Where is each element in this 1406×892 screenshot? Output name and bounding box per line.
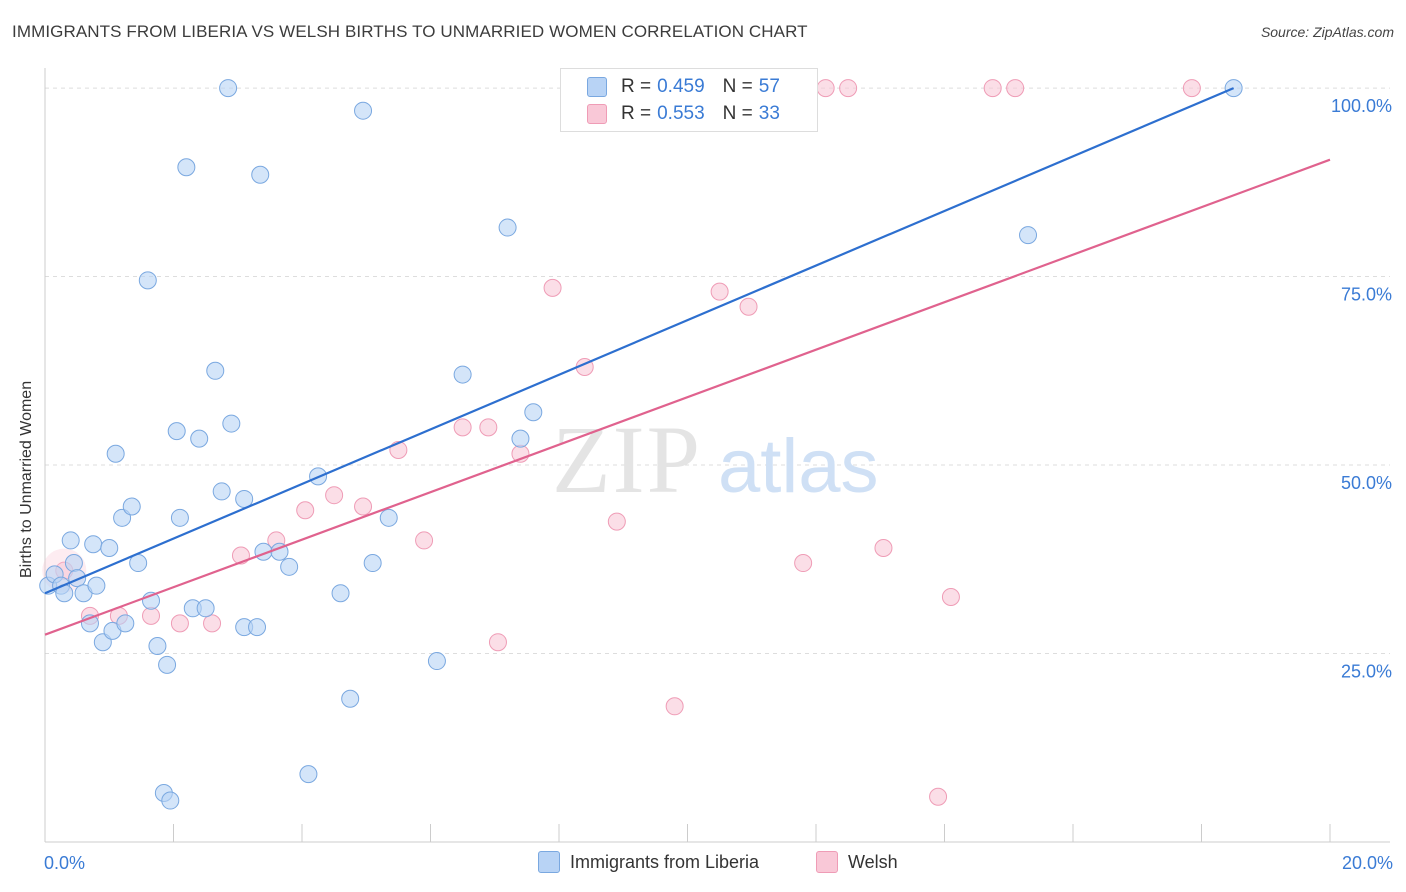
legend-label-liberia: Immigrants from Liberia: [570, 851, 760, 872]
liberia-point: [138, 271, 157, 290]
y-tick-label: 100.0%: [1331, 96, 1392, 116]
liberia-point: [122, 497, 141, 516]
correlation-legend: R = 0.459 N = 57 R = 0.553 N = 33: [560, 68, 818, 132]
liberia-point: [251, 165, 270, 184]
watermark-zip: ZIP: [552, 406, 702, 513]
welsh-point: [203, 614, 222, 633]
welsh-point: [607, 512, 626, 531]
liberia-point: [222, 414, 241, 433]
welsh-point: [941, 587, 960, 606]
legend-swatch-welsh: [816, 851, 838, 873]
welsh-point: [170, 614, 189, 633]
liberia-point: [511, 429, 530, 448]
welsh-point: [142, 606, 161, 625]
liberia-point: [363, 554, 382, 573]
welsh-point: [874, 538, 893, 557]
legend-r-label: R =: [621, 76, 652, 97]
grid-layer: [45, 87, 1390, 655]
x-tick-label: 0.0%: [44, 853, 85, 873]
trend-layer: [44, 87, 1331, 636]
liberia-point: [167, 422, 186, 441]
x-tick-label: 20.0%: [1342, 853, 1393, 873]
axis-layer: [44, 68, 1390, 843]
legend-item-liberia[interactable]: Immigrants from Liberia: [538, 851, 759, 873]
welsh-point: [479, 418, 498, 437]
series-legend: Immigrants from Liberia Welsh: [0, 851, 1406, 877]
legend-n-value-liberia: 57: [758, 76, 780, 97]
tick-label-layer: 25.0% 50.0% 75.0% 100.0% 0.0% 20.0%: [44, 96, 1393, 873]
liberia-point: [177, 158, 196, 177]
liberia-point: [148, 636, 167, 655]
liberia-point: [170, 508, 189, 527]
legend-r-label: R =: [621, 103, 652, 124]
welsh-point: [1006, 79, 1025, 98]
welsh-point: [325, 486, 344, 505]
y-tick-label: 75.0%: [1341, 285, 1392, 305]
liberia-point: [206, 361, 225, 380]
welsh-point: [816, 79, 835, 98]
watermark-atlas: atlas: [718, 424, 879, 509]
liberia-point: [116, 614, 135, 633]
legend-swatch-liberia: [587, 77, 607, 97]
liberia-points: [39, 79, 1243, 810]
liberia-trend-line: [44, 87, 1235, 595]
liberia-point: [158, 655, 177, 674]
legend-label-welsh: Welsh: [848, 851, 898, 872]
liberia-point: [61, 531, 80, 550]
legend-n-label: N =: [722, 76, 753, 97]
y-tick-label: 25.0%: [1341, 662, 1392, 682]
welsh-point: [929, 787, 948, 806]
liberia-point: [87, 576, 106, 595]
welsh-point: [488, 633, 507, 652]
liberia-point: [341, 689, 360, 708]
welsh-point: [983, 79, 1002, 98]
welsh-point: [354, 497, 373, 516]
liberia-point: [299, 765, 318, 784]
legend-r-value-welsh: 0.553: [657, 103, 705, 124]
y-tick-label: 50.0%: [1341, 473, 1392, 493]
welsh-point: [665, 697, 684, 716]
liberia-point: [212, 482, 231, 501]
liberia-point: [1019, 226, 1038, 245]
source-label: Source: ZipAtlas.com: [1260, 24, 1394, 40]
welsh-point: [710, 282, 729, 301]
liberia-point: [248, 618, 267, 637]
liberia-point: [106, 444, 125, 463]
welsh-point: [739, 297, 758, 316]
liberia-point: [190, 429, 209, 448]
liberia-point: [196, 599, 215, 618]
welsh-point: [543, 278, 562, 297]
liberia-point: [64, 554, 83, 573]
welsh-trend-line: [44, 158, 1331, 636]
legend-swatch-liberia: [538, 851, 560, 873]
liberia-point: [100, 538, 119, 557]
welsh-point: [794, 554, 813, 573]
liberia-point: [161, 791, 180, 810]
legend-swatch-welsh: [587, 104, 607, 124]
liberia-point: [498, 218, 517, 237]
welsh-point: [296, 501, 315, 520]
liberia-point: [453, 365, 472, 384]
liberia-point: [84, 535, 103, 554]
liberia-point: [354, 101, 373, 120]
liberia-point: [280, 557, 299, 576]
legend-row-welsh: R = 0.553 N = 33: [587, 102, 780, 126]
liberia-point: [524, 403, 543, 422]
liberia-point: [331, 584, 350, 603]
welsh-point: [839, 79, 858, 98]
welsh-point: [415, 531, 434, 550]
liberia-point: [219, 79, 238, 98]
legend-r-value-liberia: 0.459: [657, 76, 705, 97]
legend-n-label: N =: [722, 103, 753, 124]
liberia-point: [379, 508, 398, 527]
welsh-point: [1182, 79, 1201, 98]
legend-row-liberia: R = 0.459 N = 57: [587, 75, 780, 99]
chart-title: IMMIGRANTS FROM LIBERIA VS WELSH BIRTHS …: [12, 22, 808, 41]
legend-n-value-welsh: 33: [758, 103, 780, 124]
legend-item-welsh[interactable]: Welsh: [816, 851, 898, 873]
welsh-point: [453, 418, 472, 437]
liberia-point: [427, 652, 446, 671]
